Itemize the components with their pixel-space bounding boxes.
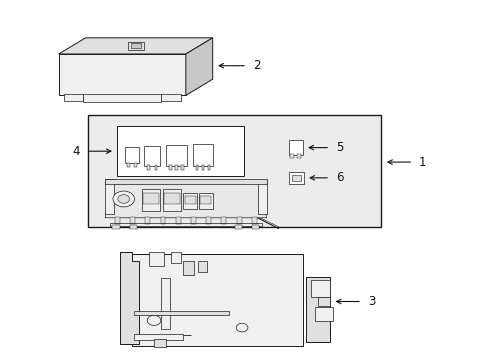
Bar: [110, 223, 261, 226]
Bar: [317, 297, 329, 306]
Bar: [112, 225, 120, 229]
Polygon shape: [105, 179, 114, 214]
Bar: [175, 217, 180, 224]
Bar: [163, 189, 181, 211]
Polygon shape: [257, 180, 266, 214]
Polygon shape: [105, 179, 266, 184]
Bar: [143, 193, 159, 204]
Bar: [127, 163, 129, 167]
Bar: [130, 217, 135, 224]
Bar: [181, 165, 183, 170]
Bar: [166, 145, 186, 166]
Text: 1: 1: [418, 156, 426, 168]
Circle shape: [118, 195, 129, 203]
Bar: [169, 165, 171, 170]
Bar: [290, 154, 294, 158]
Bar: [134, 311, 228, 315]
Bar: [310, 280, 329, 297]
Bar: [161, 278, 170, 329]
Polygon shape: [105, 184, 266, 218]
Bar: [221, 217, 226, 224]
Bar: [251, 225, 259, 229]
Bar: [145, 217, 150, 224]
Bar: [128, 42, 143, 50]
Polygon shape: [59, 54, 185, 95]
Bar: [200, 196, 211, 204]
Bar: [175, 165, 178, 170]
Bar: [183, 193, 197, 209]
Bar: [160, 217, 165, 224]
Bar: [129, 225, 137, 229]
Polygon shape: [305, 277, 329, 342]
Bar: [144, 146, 160, 166]
Text: 4: 4: [72, 145, 80, 158]
Bar: [134, 163, 137, 167]
Polygon shape: [120, 252, 139, 344]
Bar: [199, 193, 212, 209]
Text: 5: 5: [335, 141, 343, 154]
Bar: [88, 115, 381, 227]
Bar: [124, 147, 139, 163]
Polygon shape: [59, 38, 212, 54]
Bar: [288, 140, 303, 155]
Bar: [161, 94, 181, 101]
Bar: [164, 193, 180, 204]
Bar: [291, 175, 300, 181]
Bar: [134, 334, 183, 340]
Bar: [142, 189, 160, 211]
Bar: [297, 154, 301, 158]
Bar: [288, 172, 304, 184]
Bar: [171, 252, 181, 263]
Bar: [117, 126, 244, 176]
Bar: [207, 165, 210, 170]
Polygon shape: [185, 38, 212, 95]
Bar: [193, 144, 212, 166]
Bar: [183, 261, 194, 275]
Bar: [191, 217, 196, 224]
Bar: [115, 217, 120, 224]
Text: 6: 6: [335, 171, 343, 184]
Bar: [63, 94, 83, 101]
Circle shape: [147, 315, 161, 325]
Bar: [154, 165, 157, 170]
Bar: [83, 94, 161, 102]
Bar: [206, 217, 211, 224]
Circle shape: [113, 191, 134, 207]
Bar: [198, 261, 206, 272]
Text: 3: 3: [367, 295, 374, 308]
Bar: [236, 217, 241, 224]
Bar: [251, 217, 256, 224]
Bar: [154, 339, 166, 347]
Bar: [132, 254, 303, 346]
Bar: [149, 252, 163, 266]
Bar: [131, 43, 141, 49]
Bar: [234, 225, 242, 229]
Bar: [195, 165, 198, 170]
Bar: [201, 165, 204, 170]
Bar: [184, 196, 195, 204]
Circle shape: [236, 323, 247, 332]
Text: 2: 2: [252, 59, 260, 72]
Bar: [146, 165, 149, 170]
Bar: [315, 307, 332, 321]
